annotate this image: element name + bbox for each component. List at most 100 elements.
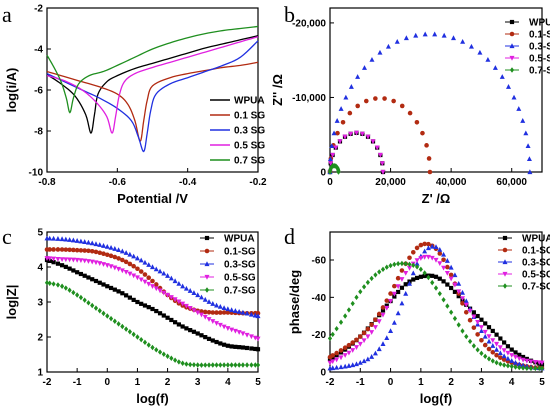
series-0.5-SG [44,256,261,342]
data-point [380,169,386,175]
data-point [97,308,102,314]
y-tick-label: 2 [37,333,43,344]
y-axis-label: phase/deg [287,270,302,334]
data-point [134,255,140,261]
data-point [168,295,174,300]
data-point [150,264,155,270]
data-point [441,265,447,271]
data-point [513,350,518,355]
data-point [157,268,163,274]
data-point [471,325,477,330]
y-tick-label: 3 [37,298,43,309]
data-point [441,257,446,263]
data-point [183,303,189,309]
data-point [161,290,167,296]
data-point [74,247,80,253]
panel-c [44,231,261,373]
data-point [218,310,223,315]
data-point [131,263,136,269]
data-point [385,43,391,49]
data-point [63,285,68,291]
data-point [392,261,397,268]
data-point [414,119,420,125]
data-point [391,98,396,104]
data-point [499,74,505,79]
data-point [112,254,118,260]
data-point [399,277,405,282]
data-point [59,236,65,242]
data-point [165,273,171,278]
data-point [475,319,481,325]
data-point [184,361,189,367]
data-point [539,365,545,371]
data-point [516,356,522,362]
data-point [365,334,371,340]
data-point [490,349,496,355]
panel-label: d [284,224,295,249]
data-point [533,365,538,372]
data-point [355,103,360,109]
data-point [384,335,390,340]
data-point [97,242,103,247]
data-point [176,281,182,286]
data-point [124,293,129,298]
data-point [55,247,61,252]
data-point [475,313,480,319]
data-point [384,264,389,270]
data-point [460,289,465,295]
data-point [199,309,204,314]
data-point [517,352,522,357]
data-point [165,315,170,320]
data-point [441,297,446,303]
data-point [206,309,212,315]
data-point [225,343,230,348]
data-point [55,282,61,288]
data-point [327,156,333,161]
data-point [403,35,409,41]
data-point [425,245,431,251]
data-point [350,300,355,307]
data-point [452,315,458,322]
data-point [460,296,465,302]
data-point [161,351,166,357]
data-point [139,301,144,306]
y-axis-label: log|Z| [4,285,19,320]
data-point [78,248,84,253]
series-0.1-SG [327,31,519,175]
data-point [517,364,522,371]
data-point [89,259,95,265]
data-point [101,310,106,317]
data-point [464,333,469,340]
data-point [233,362,238,368]
y-tick-label: 5 [37,228,43,239]
data-point [437,290,442,297]
data-point [486,356,492,362]
data-point [509,363,514,370]
data-point [384,305,390,311]
data-point [369,330,375,335]
data-point [47,280,52,286]
data-point [67,247,72,253]
data-point [376,346,382,352]
data-point [391,291,397,297]
data-point [395,310,401,316]
data-point [342,134,348,140]
data-point [527,169,533,175]
data-point [104,252,110,258]
data-point [90,302,95,309]
data-point [82,239,88,244]
data-point [451,35,457,41]
data-point [191,329,197,334]
data-point [449,309,454,315]
data-point [255,313,261,319]
data-point [180,324,185,329]
legend-entry: 0.7-SG [224,286,256,297]
data-point [199,362,204,368]
x-tick-label: 40,000 [436,177,467,188]
x-tick-label: -1 [73,377,82,388]
data-point [165,353,170,359]
data-point [380,305,386,310]
data-point [86,275,91,280]
data-point [524,358,530,364]
legend-marker [509,43,515,49]
